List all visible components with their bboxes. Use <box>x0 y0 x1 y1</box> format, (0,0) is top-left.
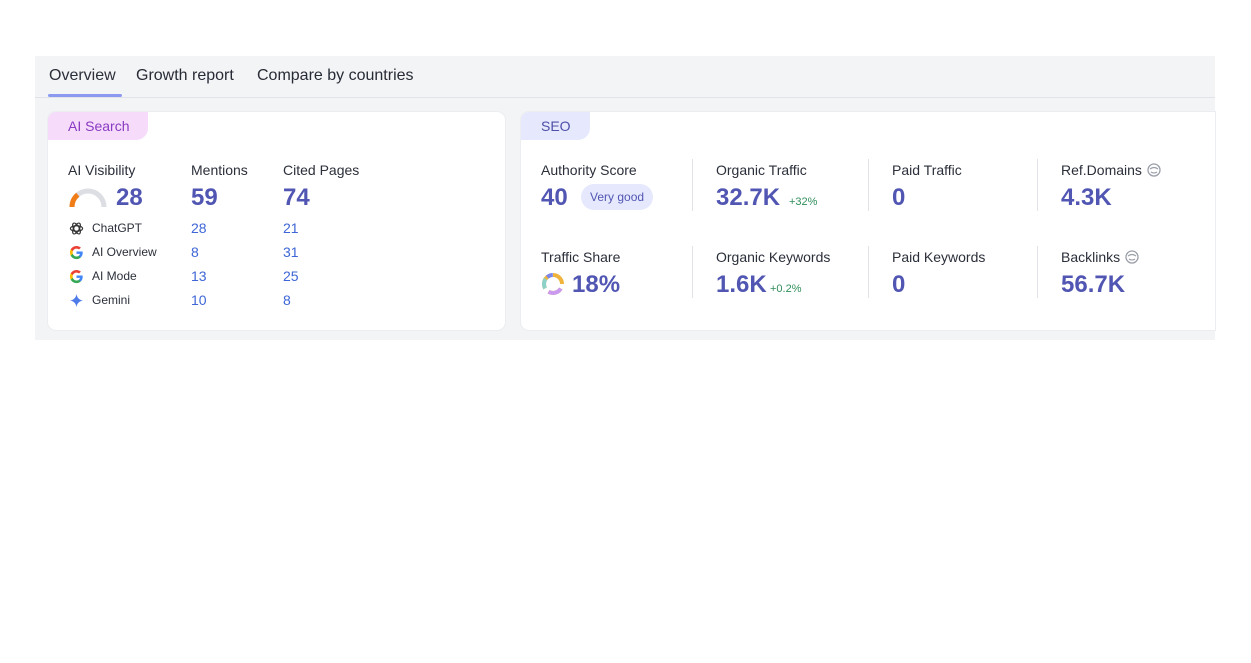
backlinks-value[interactable]: 56.7K <box>1061 271 1126 298</box>
authority-score-value[interactable]: 40 <box>541 184 568 211</box>
chatgpt-icon <box>68 220 84 236</box>
source-chatgpt: ChatGPT <box>68 219 142 237</box>
source-ai-mode: AI Mode <box>68 267 137 285</box>
traffic-share-donut <box>542 273 564 295</box>
tab-growth-report[interactable]: Growth report <box>136 67 234 84</box>
ai-overview-mentions[interactable]: 8 <box>191 244 199 260</box>
seo-badge: SEO <box>521 112 590 140</box>
organic-traffic-delta: +32% <box>789 196 818 208</box>
organic-traffic-value[interactable]: 32.7K <box>716 184 781 211</box>
divider <box>1037 159 1038 211</box>
google-icon <box>68 268 84 284</box>
ref-domains-label: Ref.Domains <box>1061 162 1161 178</box>
authority-rating-badge: Very good <box>581 184 654 210</box>
gemini-icon <box>68 292 84 308</box>
ref-domains-value[interactable]: 4.3K <box>1061 184 1112 211</box>
seo-card: SEO Authority Score 40 Very good Organic… <box>521 112 1215 330</box>
ai-visibility-gauge <box>69 188 107 208</box>
paid-traffic-value[interactable]: 0 <box>892 184 906 211</box>
organic-traffic-label: Organic Traffic <box>716 162 807 178</box>
ai-overview-cited[interactable]: 31 <box>283 244 299 260</box>
info-icon[interactable] <box>1147 163 1161 177</box>
chatgpt-cited[interactable]: 21 <box>283 220 299 236</box>
organic-keywords-label: Organic Keywords <box>716 249 831 265</box>
gemini-mentions[interactable]: 10 <box>191 292 207 308</box>
traffic-share-value: 18% <box>572 271 621 298</box>
organic-keywords-value[interactable]: 1.6K <box>716 271 767 298</box>
traffic-share-label: Traffic Share <box>541 249 621 265</box>
mentions-value[interactable]: 59 <box>191 184 218 211</box>
mentions-label: Mentions <box>191 162 248 178</box>
divider <box>868 159 869 211</box>
paid-keywords-value[interactable]: 0 <box>892 271 906 298</box>
authority-score-label: Authority Score <box>541 162 637 178</box>
google-icon <box>68 244 84 260</box>
ai-mode-mentions[interactable]: 13 <box>191 268 207 284</box>
divider <box>868 246 869 298</box>
chatgpt-mentions[interactable]: 28 <box>191 220 207 236</box>
organic-keywords-delta: +0.2% <box>770 283 802 295</box>
ai-visibility-value: 28 <box>116 184 143 211</box>
tab-bar: Overview Growth report Compare by countr… <box>35 56 1215 98</box>
source-ai-overview: AI Overview <box>68 243 157 261</box>
divider <box>692 159 693 211</box>
source-name: AI Mode <box>92 269 137 283</box>
info-icon[interactable] <box>1125 250 1139 264</box>
paid-keywords-label: Paid Keywords <box>892 249 986 265</box>
source-name: ChatGPT <box>92 221 143 235</box>
cited-pages-value[interactable]: 74 <box>283 184 310 211</box>
ai-visibility-label: AI Visibility <box>68 162 136 178</box>
cited-pages-label: Cited Pages <box>283 162 360 178</box>
ai-mode-cited[interactable]: 25 <box>283 268 299 284</box>
gemini-cited[interactable]: 8 <box>283 292 291 308</box>
active-tab-indicator <box>48 94 122 97</box>
divider <box>1037 246 1038 298</box>
tab-compare-by-countries[interactable]: Compare by countries <box>257 67 414 84</box>
ai-search-badge: AI Search <box>48 112 149 140</box>
source-gemini: Gemini <box>68 291 130 309</box>
overview-panel: Overview Growth report Compare by countr… <box>35 56 1215 340</box>
paid-traffic-label: Paid Traffic <box>892 162 962 178</box>
source-name: Gemini <box>92 293 131 307</box>
divider <box>692 246 693 298</box>
backlinks-label: Backlinks <box>1061 249 1139 265</box>
source-name: AI Overview <box>92 245 157 259</box>
ai-search-card: AI Search AI Visibility Mentions Cited P… <box>48 112 505 330</box>
tab-overview[interactable]: Overview <box>49 67 116 84</box>
